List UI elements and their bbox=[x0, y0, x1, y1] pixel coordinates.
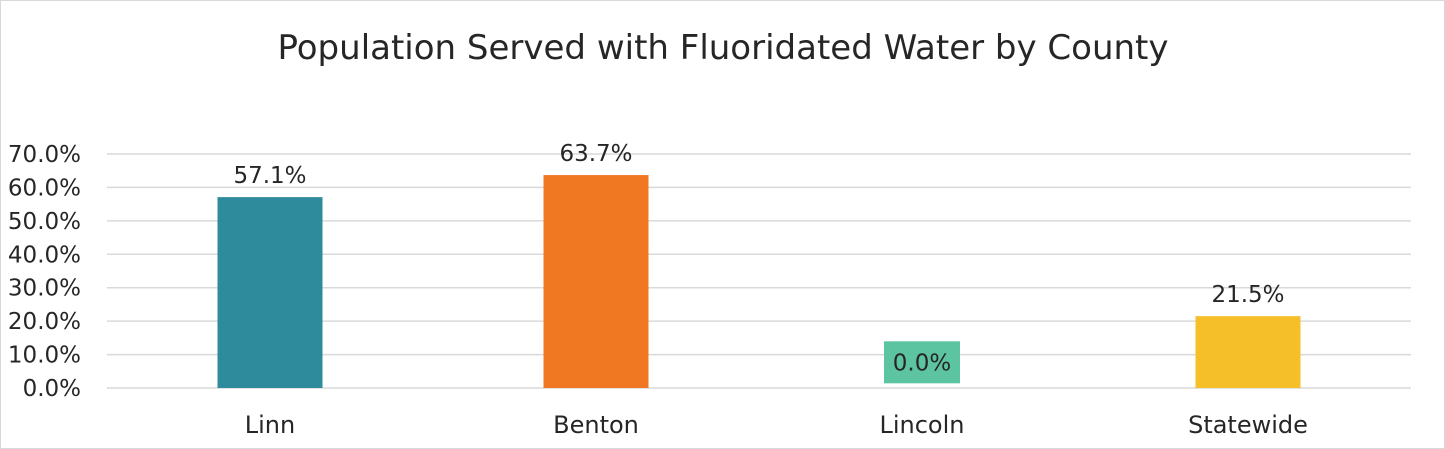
x-axis-categories: Linn Benton Lincoln Statewide bbox=[245, 411, 1308, 439]
data-label: 57.1% bbox=[233, 163, 306, 189]
bar bbox=[543, 175, 649, 388]
y-tick-label: 30.0% bbox=[8, 276, 81, 302]
y-tick-label: 20.0% bbox=[8, 309, 81, 335]
x-category-label: Lincoln bbox=[879, 411, 964, 439]
bar bbox=[1195, 316, 1301, 388]
data-label-box bbox=[884, 341, 960, 384]
bar bbox=[217, 197, 323, 388]
data-label: 0.0% bbox=[893, 350, 951, 376]
data-label: 21.5% bbox=[1211, 282, 1284, 308]
gridlines bbox=[107, 153, 1411, 389]
x-category-label: Statewide bbox=[1188, 411, 1308, 439]
y-tick-label: 0.0% bbox=[23, 376, 81, 402]
data-label: 63.7% bbox=[559, 141, 632, 167]
x-category-label: Benton bbox=[553, 411, 639, 439]
y-tick-label: 40.0% bbox=[8, 242, 81, 268]
data-labels: 57.1% 63.7% 0.0% 21.5% bbox=[233, 141, 1285, 384]
y-tick-label: 70.0% bbox=[8, 142, 81, 168]
y-tick-label: 50.0% bbox=[8, 209, 81, 235]
chart-title: Population Served with Fluoridated Water… bbox=[277, 28, 1168, 68]
y-tick-label: 60.0% bbox=[8, 175, 81, 201]
y-axis-ticks: 0.0% 10.0% 20.0% 30.0% 40.0% 50.0% 60.0% 70.0% bbox=[8, 142, 81, 402]
bars bbox=[217, 175, 1301, 388]
x-category-label: Linn bbox=[245, 411, 295, 439]
y-tick-label: 10.0% bbox=[8, 343, 81, 369]
